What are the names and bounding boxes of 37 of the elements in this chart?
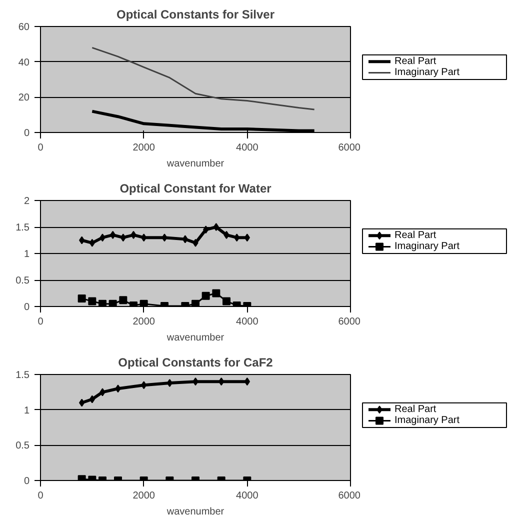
legend-label: Real Part [394,230,436,242]
chart-title: Optical Constants for Silver [116,8,275,22]
x-axis-title: wavenumber [166,506,225,518]
y-tick-label: 1 [24,405,30,416]
y-tick-label: 0 [24,476,30,487]
chart-title: Optical Constant for Water [120,182,272,196]
x-tick-label: 0 [38,316,44,328]
x-tick-label: 0 [38,490,44,502]
y-tick-label: 2 [24,196,30,207]
x-tick-label: 2000 [132,490,156,502]
x-tick-label: 4000 [236,142,259,154]
x-axis-title: wavenumber [166,158,225,170]
x-tick-label: 2000 [132,316,156,328]
legend-label: Real Part [394,404,436,416]
y-tick-label: 1 [24,249,30,260]
y-tick-label: 40 [18,57,30,68]
x-tick-label: 4000 [236,490,259,502]
legend-label: Real Part [394,56,436,68]
x-tick-label: 0 [38,142,44,154]
legend-label: Imaginary Part [394,241,460,252]
x-tick-label: 6000 [338,490,361,502]
y-tick-label: 1.5 [16,370,30,381]
x-tick-label: 6000 [338,316,361,328]
y-tick-label: 0 [24,302,30,313]
legend-label: Imaginary Part [394,67,460,78]
legend-label: Imaginary Part [394,415,460,426]
x-axis-title: wavenumber [166,332,225,344]
x-tick-label: 6000 [338,142,361,154]
y-tick-label: 0 [24,128,30,139]
y-tick-label: 1.5 [16,222,30,234]
x-tick-label: 2000 [132,142,156,154]
x-tick-label: 4000 [236,316,259,328]
chart-title: Optical Constants for CaF2 [118,356,274,370]
y-tick-label: 0.5 [16,440,30,452]
y-tick-label: 20 [18,92,30,104]
y-tick-label: 60 [18,22,30,33]
y-tick-label: 0.5 [16,276,30,286]
